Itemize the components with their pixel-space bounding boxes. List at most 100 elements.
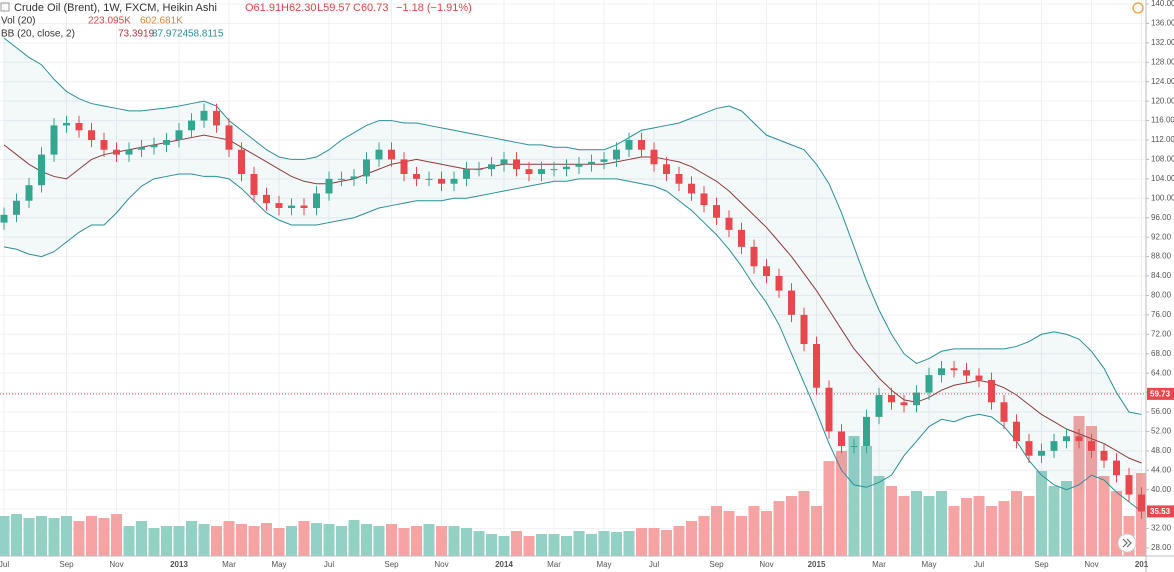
candle-body	[788, 290, 795, 315]
y-tick-label: 116.00	[1151, 116, 1174, 125]
volume-bar	[736, 516, 747, 556]
volume-bar	[286, 526, 297, 556]
candle-body	[675, 174, 683, 184]
candle-body	[663, 164, 670, 174]
volume-bar	[548, 534, 560, 556]
band-basis	[3, 134, 1142, 464]
volume-bar	[586, 534, 597, 556]
candle-body	[425, 178, 433, 180]
x-tick-label: Mar	[222, 560, 236, 569]
candle-body	[238, 149, 245, 174]
volume-bar	[1023, 496, 1035, 556]
candle-body	[200, 110, 208, 121]
scroll-arrow[interactable]	[1122, 538, 1132, 548]
x-tick-label: Nov	[434, 560, 448, 569]
candle-body	[975, 375, 983, 380]
volume-bar	[761, 511, 772, 556]
x-tick-label: Mar	[872, 560, 886, 569]
volume-bar	[386, 524, 397, 556]
candle-body	[813, 344, 820, 388]
candle-body	[150, 144, 158, 148]
volume-bar	[198, 524, 210, 556]
y-tick-label: 84.00	[1151, 271, 1172, 280]
volume-bar	[411, 526, 422, 556]
volume-bar	[498, 536, 510, 556]
candle-body	[488, 164, 495, 170]
candle-body	[525, 169, 533, 174]
y-tick-label: 124.00	[1151, 77, 1174, 86]
volume-bar	[786, 496, 797, 556]
candle-body	[275, 203, 283, 208]
volume-bar	[998, 501, 1010, 556]
alert-icon[interactable]	[1132, 2, 1144, 14]
candle-body	[888, 395, 895, 403]
y-tick-label: 92.00	[1151, 232, 1172, 241]
volume-bar	[523, 536, 535, 556]
candle-body	[825, 387, 833, 432]
candle-body	[575, 164, 583, 167]
volume-bar	[673, 526, 685, 556]
volume-bar	[336, 526, 347, 556]
candle-body	[863, 416, 870, 446]
candle-body	[500, 159, 508, 165]
candle-body	[763, 266, 770, 276]
candle-body	[988, 379, 995, 403]
price-tag	[1147, 505, 1174, 518]
candle-body	[38, 154, 45, 186]
y-tick-label: 96.00	[1151, 213, 1172, 222]
candle-body	[1113, 460, 1120, 476]
candle-body	[1075, 436, 1083, 442]
volume-bar	[1036, 471, 1047, 556]
x-tick-label: 201	[1135, 560, 1149, 569]
candle-body	[100, 140, 108, 150]
candle-body	[125, 149, 133, 155]
candle-body	[563, 166, 570, 170]
candle-body	[225, 125, 233, 150]
x-tick-label: 2015	[808, 560, 826, 569]
candle-body	[463, 169, 470, 179]
candle-body	[450, 178, 458, 184]
x-tick-label: May	[921, 560, 936, 569]
y-tick-label: 108.00	[1151, 155, 1174, 164]
candle-body	[638, 140, 645, 150]
volume-bar	[173, 526, 185, 556]
candle-body	[688, 183, 695, 194]
scroll-button[interactable]	[1117, 533, 1137, 553]
y-tick-label: 68.00	[1151, 349, 1172, 358]
x-tick-label: May	[271, 560, 286, 569]
candle-body	[613, 149, 620, 160]
volume-bar	[1111, 491, 1122, 556]
volume-bar	[661, 530, 672, 556]
candle-body	[1125, 475, 1133, 495]
volume-bar	[98, 518, 110, 556]
indicator-name: BB (20, close, 2)	[1, 29, 75, 40]
y-tick-label: 32.00	[1151, 524, 1172, 533]
chart-title: Crude Oil (Brent), 1W, FXCM, Heikin Ashi	[14, 2, 217, 14]
candle-body	[650, 149, 658, 165]
candle-body	[350, 176, 358, 179]
volume-bar	[748, 506, 760, 556]
volume-bar	[536, 534, 547, 556]
volume-bar	[73, 521, 85, 556]
x-tick-label: 2013	[170, 560, 188, 569]
volume-bar	[223, 521, 235, 556]
candle-body	[138, 147, 145, 150]
candle-body	[738, 229, 745, 247]
candle-body	[850, 446, 858, 447]
candle-body	[413, 174, 420, 179]
volume-bar	[136, 521, 147, 556]
y-tick-label: 88.00	[1151, 252, 1172, 261]
candle-body	[325, 178, 333, 194]
volume-bar	[923, 496, 935, 556]
volume-bar	[298, 521, 310, 556]
legend-close: C60.73	[353, 2, 388, 14]
volume-bar	[373, 526, 385, 556]
candle-body	[625, 140, 633, 150]
indicator-readout: 73.3919	[118, 29, 155, 40]
candle-body	[963, 370, 970, 376]
candle-body	[113, 149, 120, 155]
volume-bar	[623, 531, 635, 556]
volume-bar	[511, 531, 522, 556]
volume-bar	[686, 521, 697, 556]
